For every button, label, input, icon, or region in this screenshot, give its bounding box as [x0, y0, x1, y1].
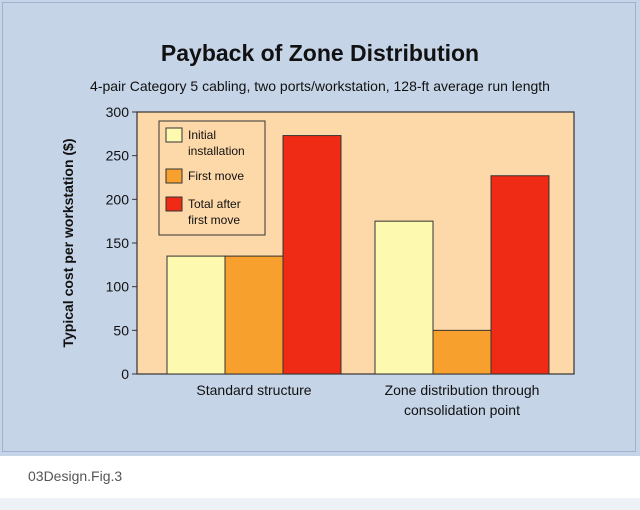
chart-subtitle: 4-pair Category 5 cabling, two ports/wor…	[90, 78, 550, 94]
chart-panel-border	[2, 2, 636, 452]
legend-label-2-1: first move	[188, 213, 240, 227]
legend-label-1-0: First move	[188, 169, 244, 183]
bar-chart: 0 50 100 150 200 250 300 Typical cost per works…	[60, 104, 575, 418]
y-tick-label-2: 100	[106, 279, 130, 295]
legend-swatch-1	[165, 168, 183, 184]
legend-label-0-1: installation	[188, 144, 245, 158]
legend-swatch-2	[165, 196, 183, 212]
y-tick-label-0: 0	[121, 366, 129, 382]
x-category-label-1-0: Zone distribution through	[385, 382, 540, 398]
x-category-label-1-1: consolidation point	[404, 402, 520, 418]
y-tick-label-3: 150	[106, 235, 130, 251]
y-tick-label-4: 200	[106, 191, 130, 207]
legend-label-0-0: Initial	[188, 128, 216, 142]
x-category-label-0-0: Standard structure	[196, 382, 311, 398]
footer-strip	[0, 498, 640, 510]
bar-0-0	[166, 255, 226, 375]
y-axis-label: Typical cost per workstation ($)	[60, 138, 76, 347]
bar-0-1	[374, 220, 434, 375]
y-tick-label-6: 300	[106, 104, 130, 120]
bar-1-1	[432, 329, 492, 375]
y-tick-label-5: 250	[106, 148, 130, 164]
bar-2-1	[490, 175, 550, 375]
y-tick-label-1: 50	[113, 322, 129, 338]
figure-caption: 03Design.Fig.3	[28, 468, 123, 484]
legend-swatch-0	[165, 127, 183, 143]
bar-2-0	[282, 135, 342, 375]
chart-title: Payback of Zone Distribution	[160, 40, 480, 66]
bar-1-0	[224, 255, 284, 375]
legend-label-2-0: Total after	[188, 197, 241, 211]
